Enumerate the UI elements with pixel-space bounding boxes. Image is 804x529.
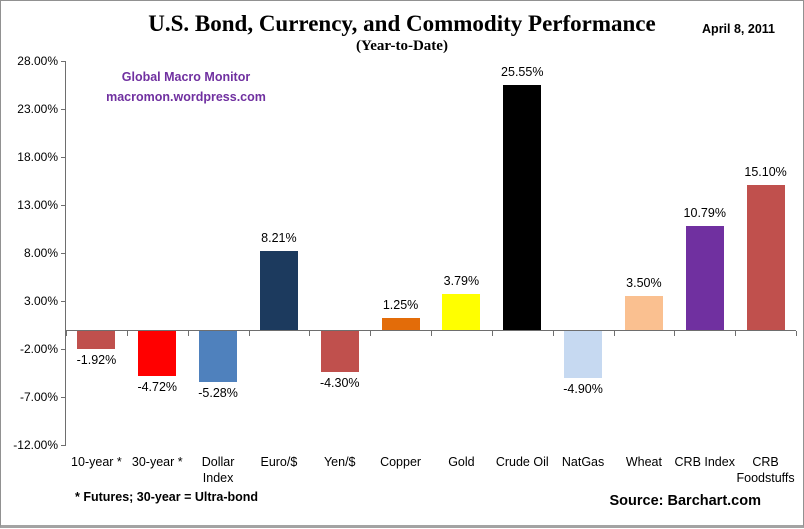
bar-wheat: [624, 296, 663, 330]
x-axis-tick: [370, 331, 372, 336]
bar-value-label: -1.92%: [76, 353, 117, 368]
y-axis-label: 8.00%: [23, 246, 58, 261]
y-axis-tick: [61, 397, 66, 399]
bar-gold: [442, 293, 481, 330]
watermark-line1: Global Macro Monitor: [121, 70, 251, 84]
y-axis-tick: [61, 157, 66, 159]
bar-copper: [381, 318, 420, 330]
x-axis-tick: [431, 331, 432, 336]
x-axis-category-label: 30-year *: [131, 455, 183, 469]
x-axis-tick: [66, 331, 67, 336]
y-axis-label: 3.00%: [23, 294, 58, 309]
bar-dollar-index: [199, 331, 238, 382]
chart-title: U.S. Bond, Currency, and Commodity Perfo…: [148, 11, 656, 36]
x-axis-category-label: Crude Oil: [495, 455, 549, 469]
watermark: Global Macro Monitor macromon.wordpress.…: [71, 67, 301, 107]
y-axis-tick: [61, 109, 66, 111]
bar-crb-foodstuffs: [746, 185, 785, 330]
y-axis-tick: [61, 349, 66, 351]
y-axis-label: 28.00%: [17, 54, 58, 69]
y-axis-tick: [61, 301, 66, 303]
bar-value-label: -4.30%: [319, 376, 360, 391]
footnote: * Futures; 30-year = Ultra-bond: [75, 490, 259, 504]
bar-crb-index: [685, 226, 724, 330]
y-axis-label: -7.00%: [19, 390, 58, 405]
x-axis-category-label: Copper: [380, 455, 422, 469]
x-axis-category-label: Dollar Index: [201, 455, 235, 485]
bar-value-label: 8.21%: [261, 231, 297, 246]
y-axis-label: 18.00%: [17, 150, 58, 165]
x-axis-category-label: Euro/$: [260, 455, 298, 469]
x-axis-category-label: Wheat: [625, 455, 662, 469]
bar-value-label: 15.10%: [744, 165, 787, 180]
bar-natgas: [564, 331, 603, 379]
x-axis-category-label: Yen/$: [323, 455, 356, 469]
bar-value-label: 3.79%: [443, 273, 480, 288]
y-axis-label: 23.00%: [17, 102, 58, 117]
x-axis-tick: [248, 331, 250, 336]
x-axis-tick: [796, 331, 797, 336]
x-axis-line: [66, 330, 796, 331]
x-axis-category-label: CRB Foodstuffs: [736, 455, 795, 485]
bar-value-label: 25.55%: [501, 64, 544, 79]
plot-area: 28.00% 23.00% 18.00% 13.00% 8.00% 3.00% -2.00%…: [13, 54, 797, 485]
chart-subtitle: (Year-to-Date): [356, 38, 448, 54]
x-axis-category-label: 10-year *: [71, 455, 122, 469]
bar-yen: [320, 331, 359, 373]
bar-value-label: 10.79%: [683, 206, 726, 221]
bar-10-year: [77, 331, 116, 350]
bar-value-label: 3.50%: [626, 276, 662, 291]
y-axis-label: 13.00%: [17, 198, 58, 213]
bar-crude-oil: [503, 84, 542, 330]
y-axis-label: -2.00%: [19, 342, 58, 357]
y-axis-tick: [61, 445, 66, 447]
bar-value-label: -4.90%: [563, 382, 603, 397]
x-axis-tick: [309, 331, 311, 336]
source-credit: Source: Barchart.com: [609, 493, 762, 509]
bar-value-label: -5.28%: [198, 385, 238, 400]
x-axis-category-label: NatGas: [561, 455, 605, 469]
y-axis-tick: [61, 61, 66, 63]
x-axis-tick: [552, 331, 554, 336]
chart-date: April 8, 2011: [702, 22, 775, 36]
x-axis-tick: [735, 331, 737, 336]
y-axis-label: -12.00%: [13, 438, 58, 453]
x-axis-tick: [491, 331, 493, 336]
x-axis-tick: [126, 331, 128, 336]
bar-value-label: 1.25%: [382, 298, 419, 312]
x-axis-tick: [613, 331, 615, 336]
x-axis-category-label: CRB Index: [674, 455, 735, 469]
x-axis-tick: [674, 331, 676, 336]
bar-euro: [259, 251, 298, 330]
bar-30-year: [138, 331, 177, 377]
y-axis-tick: [61, 253, 66, 255]
watermark-line2: macromon.wordpress.com: [106, 90, 266, 104]
bar-value-label: -4.72%: [137, 380, 178, 395]
x-axis-category-label: Gold: [448, 455, 475, 469]
x-axis-tick: [187, 331, 189, 336]
y-axis-tick: [61, 205, 66, 207]
